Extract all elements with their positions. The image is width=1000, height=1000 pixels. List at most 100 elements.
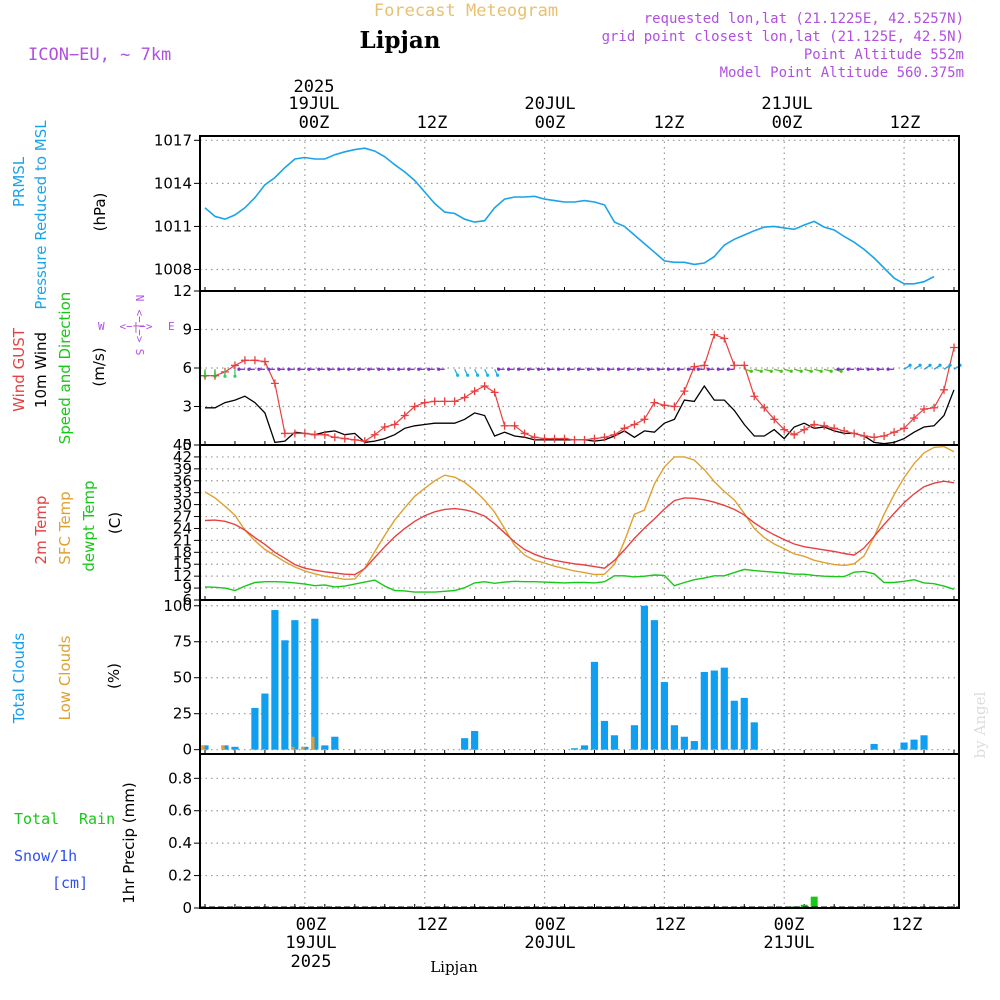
y-tick-label: 0.4 bbox=[168, 834, 192, 852]
wind-direction-arrowhead bbox=[636, 367, 641, 371]
wind-direction-arrowhead bbox=[257, 367, 261, 371]
gust-marker bbox=[660, 401, 669, 410]
gust-marker bbox=[740, 361, 749, 370]
y-tick-label: 3 bbox=[182, 398, 192, 416]
top-year-label: 2025 bbox=[294, 77, 335, 97]
total-cloud-bar bbox=[471, 730, 479, 750]
wind-direction-arrowhead bbox=[496, 373, 500, 377]
wind-speed-direction-label: Speed and Direction bbox=[56, 292, 74, 445]
gust-marker bbox=[650, 398, 659, 407]
gust-marker bbox=[320, 430, 329, 439]
gust-marker bbox=[630, 420, 639, 429]
wind-direction-arrowhead bbox=[496, 367, 501, 371]
wind-direction-arrowhead bbox=[213, 374, 217, 378]
wind-direction-arrowhead bbox=[287, 367, 291, 371]
wind-direction-arrowhead bbox=[297, 367, 301, 371]
low-cloud-bar bbox=[291, 746, 295, 750]
compass-horizontal-arrow: <−|−> bbox=[119, 320, 152, 333]
y-tick-label: 1008 bbox=[154, 260, 192, 278]
y-tick-label: 0.8 bbox=[168, 769, 192, 787]
precip-axis-label: 1hr Precip (mm) bbox=[120, 782, 138, 903]
total-cloud-bar bbox=[321, 745, 329, 750]
gust-marker bbox=[450, 397, 459, 406]
total-cloud-bar bbox=[271, 610, 279, 750]
wind-direction-arrowhead bbox=[367, 367, 371, 371]
low-cloud-bar bbox=[301, 746, 305, 750]
wind-direction-arrowhead bbox=[417, 367, 421, 371]
y-tick-label: 12 bbox=[173, 567, 192, 585]
wind-gust-label: Wind GUST bbox=[10, 327, 28, 412]
wind-10m-label: 10m Wind bbox=[32, 332, 50, 408]
gust-marker bbox=[510, 421, 519, 430]
gust-marker bbox=[500, 421, 509, 430]
bottom-hour-label-6: 12Z bbox=[892, 915, 923, 935]
gust-marker bbox=[850, 429, 859, 438]
gust-marker bbox=[530, 433, 539, 442]
y-tick-label: 0 bbox=[182, 899, 192, 917]
wind-direction-arrowhead bbox=[829, 369, 833, 373]
total-cloud-bar bbox=[740, 697, 748, 750]
y-tick-label: 27 bbox=[173, 508, 192, 526]
wind-direction-arrowhead bbox=[516, 367, 521, 371]
gust-marker bbox=[550, 434, 559, 443]
panel-frame bbox=[199, 753, 960, 909]
precip-snow-label: Snow/1h bbox=[14, 847, 77, 865]
gust-marker bbox=[760, 403, 769, 412]
y-tick-label: 1014 bbox=[154, 174, 192, 192]
total-cloud-bar bbox=[650, 620, 658, 750]
point-altitude: Point Altitude 552m bbox=[804, 47, 964, 63]
gust-marker bbox=[390, 420, 399, 429]
total-cloud-bar bbox=[900, 742, 908, 750]
total-cloud-bar bbox=[660, 682, 668, 750]
gust-marker bbox=[410, 402, 419, 411]
compass-rose: W E <−|−> N <−|−> S bbox=[98, 295, 175, 356]
total-cloud-bar bbox=[580, 745, 589, 750]
total-clouds-label: Total Clouds bbox=[10, 633, 28, 725]
gust-marker bbox=[250, 356, 259, 365]
y-tick-label: 33 bbox=[173, 484, 192, 502]
wind-direction-arrowhead bbox=[646, 367, 651, 371]
gust-marker bbox=[800, 425, 809, 434]
panel-pressure: 1008 1011 1014 1017 bbox=[154, 131, 960, 292]
y-tick-label: 6 bbox=[182, 591, 192, 609]
pressure-unit: (hPa) bbox=[91, 193, 109, 232]
gust-marker bbox=[670, 402, 679, 411]
wind-direction-arrowhead bbox=[706, 367, 710, 371]
wind-direction-arrowhead bbox=[799, 369, 803, 373]
top-date-label-1: 19JUL bbox=[288, 94, 339, 114]
low-cloud-bar bbox=[201, 745, 205, 750]
wind-direction-arrowhead bbox=[759, 369, 763, 373]
gust-marker bbox=[470, 387, 479, 396]
bottom-hour-label-4: 12Z bbox=[655, 915, 686, 935]
total-cloud-bar bbox=[730, 700, 738, 750]
wind-direction-arrowhead bbox=[606, 367, 611, 371]
total-cloud-bar bbox=[690, 741, 698, 750]
wind-direction-arrowhead bbox=[769, 369, 773, 373]
gust-marker bbox=[380, 423, 389, 432]
y-tick-label: 25 bbox=[173, 705, 192, 723]
gust-marker bbox=[870, 433, 879, 442]
gust-marker bbox=[440, 397, 449, 406]
gust-marker bbox=[620, 424, 629, 433]
gust-marker bbox=[400, 411, 409, 420]
total-cloud-bar bbox=[301, 746, 309, 750]
wind-unit: (m/s) bbox=[90, 347, 108, 386]
total-cloud-bar bbox=[680, 736, 688, 750]
wind-direction-arrowhead bbox=[556, 367, 561, 371]
wind-direction-arrowhead bbox=[596, 367, 601, 371]
wind-direction-arrowhead bbox=[233, 374, 237, 378]
panel-wind: 0 3 6 9 12 bbox=[173, 282, 962, 454]
gust-marker bbox=[640, 415, 649, 424]
gust-marker bbox=[310, 430, 319, 439]
total-cloud-bar bbox=[281, 640, 289, 750]
y-tick-label: 18 bbox=[173, 543, 192, 561]
low-cloud-bar bbox=[311, 736, 315, 750]
y-tick-label: 100 bbox=[163, 597, 192, 615]
requested-coordinates: requested lon,lat (21.1225E, 42.5257N) bbox=[644, 11, 964, 27]
wind-direction-arrowhead bbox=[789, 369, 793, 373]
gust-marker bbox=[340, 434, 349, 443]
bottom-hour-label-2: 12Z bbox=[417, 915, 448, 935]
wind-direction-arrowhead bbox=[656, 367, 660, 371]
wind-direction-arrowhead bbox=[387, 367, 391, 371]
gust-marker bbox=[540, 434, 549, 443]
